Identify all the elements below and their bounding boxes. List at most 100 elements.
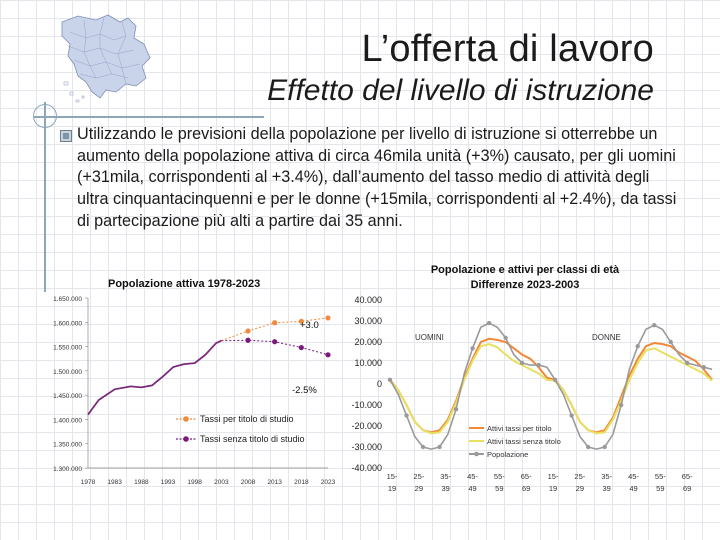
chart2-ytick-label: 30.000	[354, 316, 382, 326]
tuscany-map-icon	[61, 14, 151, 103]
chart2-legend-label-0: Attivi tassi per titolo	[487, 424, 552, 433]
chart1-xtick-label: 2023	[321, 479, 336, 486]
chart1-ytick-label: 1.450.000	[53, 393, 82, 400]
chart1-legend-label-0: Tassi per titolo di studio	[200, 414, 294, 424]
chart1-data-point	[272, 339, 278, 345]
chart1-data-point	[325, 352, 331, 358]
chart2-xtick-label: 45-	[628, 472, 639, 481]
chart-popolazione-classi-eta: Popolazione e attivi per classi di età D…	[351, 264, 713, 493]
chart1-xtick-label: 2008	[241, 479, 256, 486]
chart2-title-line1: Popolazione e attivi per classi di età	[431, 264, 620, 276]
chart2-series-line	[389, 322, 713, 450]
chart2-xtick-label: 55-	[494, 472, 505, 481]
chart2-data-point	[420, 444, 426, 450]
chart2-xtick-label: 15-	[387, 472, 398, 481]
chart1-ytick-label: 1.350.000	[53, 442, 82, 449]
chart2-data-point	[585, 444, 591, 450]
chart1-title: Popolazione attiva 1978-2023	[108, 278, 260, 290]
chart2-xtick-label: 49	[468, 484, 476, 493]
chart1-ytick-label: 1.600.000	[53, 320, 82, 327]
chart2-data-point	[569, 413, 574, 418]
chart2-ytick-label: 40.000	[354, 295, 382, 305]
chart2-data-point	[519, 360, 525, 366]
chart1-ytick-label: 1.500.000	[53, 369, 82, 376]
chart2-xtick-label: 39	[441, 484, 449, 493]
chart1-annotation-plus: +3.0	[300, 320, 319, 331]
chart2-xtick-label: 69	[522, 484, 530, 493]
chart2-series-line	[389, 343, 713, 435]
chart-popolazione-attiva: Popolazione attiva 1978-2023 1.300.000 1.…	[53, 278, 336, 486]
legend-marker-grey-icon	[474, 451, 479, 457]
chart1-data-point	[298, 344, 304, 351]
crosshair-ornament-icon	[33, 104, 57, 128]
chart1-data-point	[298, 318, 304, 324]
chart2-ytick-label: -30.000	[351, 442, 382, 452]
chart2-xtick-label: 15-	[548, 472, 559, 481]
chart1-series-line	[87, 339, 222, 416]
chart2-xtick-label: 35-	[440, 472, 451, 481]
chart1-ytick-label: 1.650.000	[53, 296, 82, 303]
chart2-legend-label-1: Attivi tassi senza titolo	[487, 437, 561, 446]
slide-subtitle: Effetto del livello di istruzione	[267, 74, 654, 107]
chart1-data-point	[245, 328, 251, 334]
chart1-xtick-label: 1978	[81, 479, 96, 486]
chart2-xtick-label: 65-	[521, 472, 532, 481]
chart2-ytick-label: -20.000	[351, 421, 382, 431]
chart2-xtick-label: 29	[415, 484, 423, 493]
chart2-data-point	[404, 413, 409, 418]
chart1-data-point	[325, 315, 331, 321]
chart2-ytick-label: 20.000	[354, 337, 382, 347]
chart2-data-point	[652, 323, 657, 328]
chart1-legend: Tassi per titolo di studio Tassi senza t…	[176, 414, 305, 444]
chart2-xtick-label: 19	[388, 484, 396, 493]
chart2-data-point	[618, 402, 624, 408]
chart2-xtick-label: 45-	[467, 472, 478, 481]
chart2-data-point	[552, 377, 558, 382]
chart2-data-point	[486, 320, 492, 326]
slide-title: L’offerta di lavoro	[361, 28, 654, 70]
chart1-xtick-label: 2003	[214, 479, 229, 486]
chart2-data-point	[635, 344, 640, 349]
chart2-xtick-label: 39	[602, 484, 610, 493]
chart2-data-point	[701, 365, 706, 370]
chart1-data-point	[245, 337, 251, 343]
chart2-xtick-label: 65-	[682, 472, 693, 481]
chart1-legend-label-1: Tassi senza titolo di studio	[200, 434, 305, 444]
chart2-ytick-label: -10.000	[351, 400, 382, 410]
chart2-data-point	[503, 335, 508, 340]
chart2-legend: Attivi tassi per titolo Attivi tassi sen…	[469, 424, 561, 459]
decorative-vertical-line	[44, 102, 46, 292]
decorative-horizontal-line	[34, 116, 264, 118]
chart2-xtick-label: 59	[495, 484, 503, 493]
chart2-data-point	[602, 444, 607, 450]
chart2-xtick-label: 55-	[655, 472, 666, 481]
chart2-xtick-label: 35-	[601, 472, 612, 481]
chart1-data-point	[272, 320, 278, 326]
chart2-data-point	[668, 339, 673, 345]
bullet-paragraph: Utilizzando le previsioni della popolazi…	[77, 125, 677, 230]
chart2-data-point	[453, 407, 459, 412]
chart2-ytick-label: -40.000	[351, 463, 382, 473]
chart2-data-point	[387, 377, 393, 382]
chart2-xtick-label: 59	[656, 484, 664, 493]
chart2-xtick-label: 19	[549, 484, 557, 493]
chart2-panel-label-uomini: UOMINI	[415, 333, 444, 342]
legend-marker-orange-icon	[183, 416, 189, 422]
chart1-ytick-label: 1.550.000	[53, 345, 82, 352]
chart2-legend-label-2: Popolazione	[487, 450, 528, 459]
chart1-xtick-label: 1998	[187, 479, 202, 486]
chart2-data-point	[470, 346, 475, 351]
chart2-ytick-label: 10.000	[354, 358, 382, 368]
chart2-data-point	[437, 444, 442, 450]
chart1-xtick-label: 1988	[134, 479, 149, 486]
chart2-xtick-label: 25-	[574, 472, 585, 481]
chart2-ytick-label: 0	[377, 379, 382, 389]
chart2-panel-label-donne: DONNE	[592, 333, 621, 342]
chart1-xtick-label: 2013	[267, 479, 282, 486]
chart2-data-point	[685, 360, 690, 366]
chart2-xtick-label: 29	[576, 484, 584, 493]
chart1-xtick-label: 1993	[161, 479, 176, 486]
legend-marker-purple-icon	[183, 436, 189, 442]
chart1-ytick-label: 1.400.000	[53, 417, 82, 424]
chart2-title-line2: Differenze 2023-2003	[471, 279, 580, 291]
